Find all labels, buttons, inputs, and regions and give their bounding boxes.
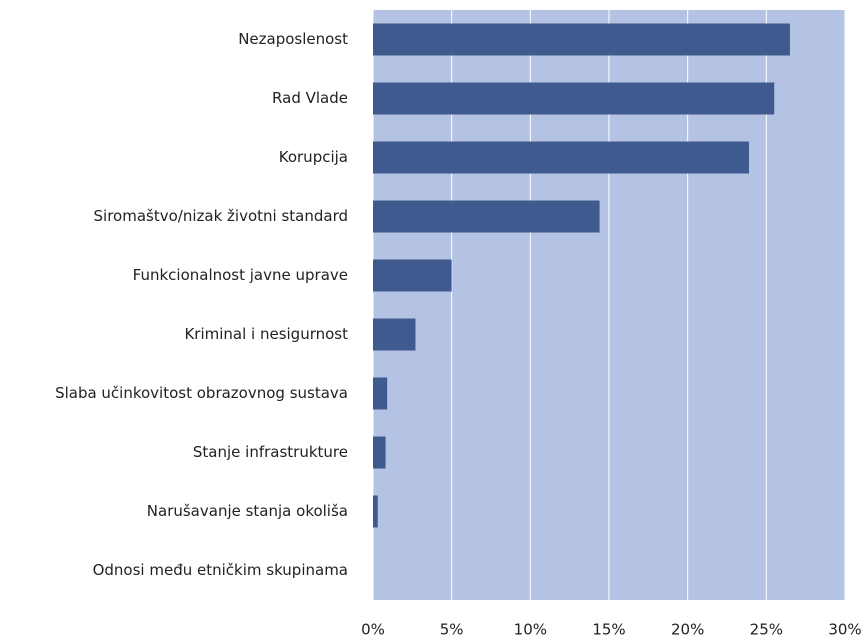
bar	[373, 436, 386, 469]
bar	[373, 82, 775, 115]
y-tick-label: Korupcija	[279, 148, 348, 166]
y-tick-label: Odnosi među etničkim skupinama	[93, 561, 348, 579]
y-tick-label: Siromaštvo/nizak životni standard	[94, 207, 348, 225]
x-tick-label: 25%	[750, 621, 783, 639]
x-tick-label: 15%	[592, 621, 625, 639]
y-tick-label: Stanje infrastrukture	[193, 443, 348, 461]
y-tick-label: Rad Vlade	[272, 89, 348, 107]
x-tick-label: 10%	[514, 621, 547, 639]
bar	[373, 141, 750, 174]
bar	[373, 23, 790, 56]
y-tick-label: Nezaposlenost	[238, 30, 348, 48]
y-tick-label: Slaba učinkovitost obrazovnog sustava	[55, 384, 348, 402]
x-tick-label: 30%	[828, 621, 861, 639]
bar	[373, 377, 388, 410]
y-tick-label: Kriminal i nesigurnost	[184, 325, 348, 343]
bar	[373, 318, 416, 351]
y-tick-label: Funkcionalnost javne uprave	[133, 266, 348, 284]
x-tick-label: 5%	[440, 621, 464, 639]
bar	[373, 200, 600, 233]
x-tick-label: 0%	[361, 621, 385, 639]
bar	[373, 259, 452, 292]
x-tick-label: 20%	[671, 621, 704, 639]
bar	[373, 495, 378, 528]
y-tick-label: Narušavanje stanja okoliša	[147, 502, 348, 520]
